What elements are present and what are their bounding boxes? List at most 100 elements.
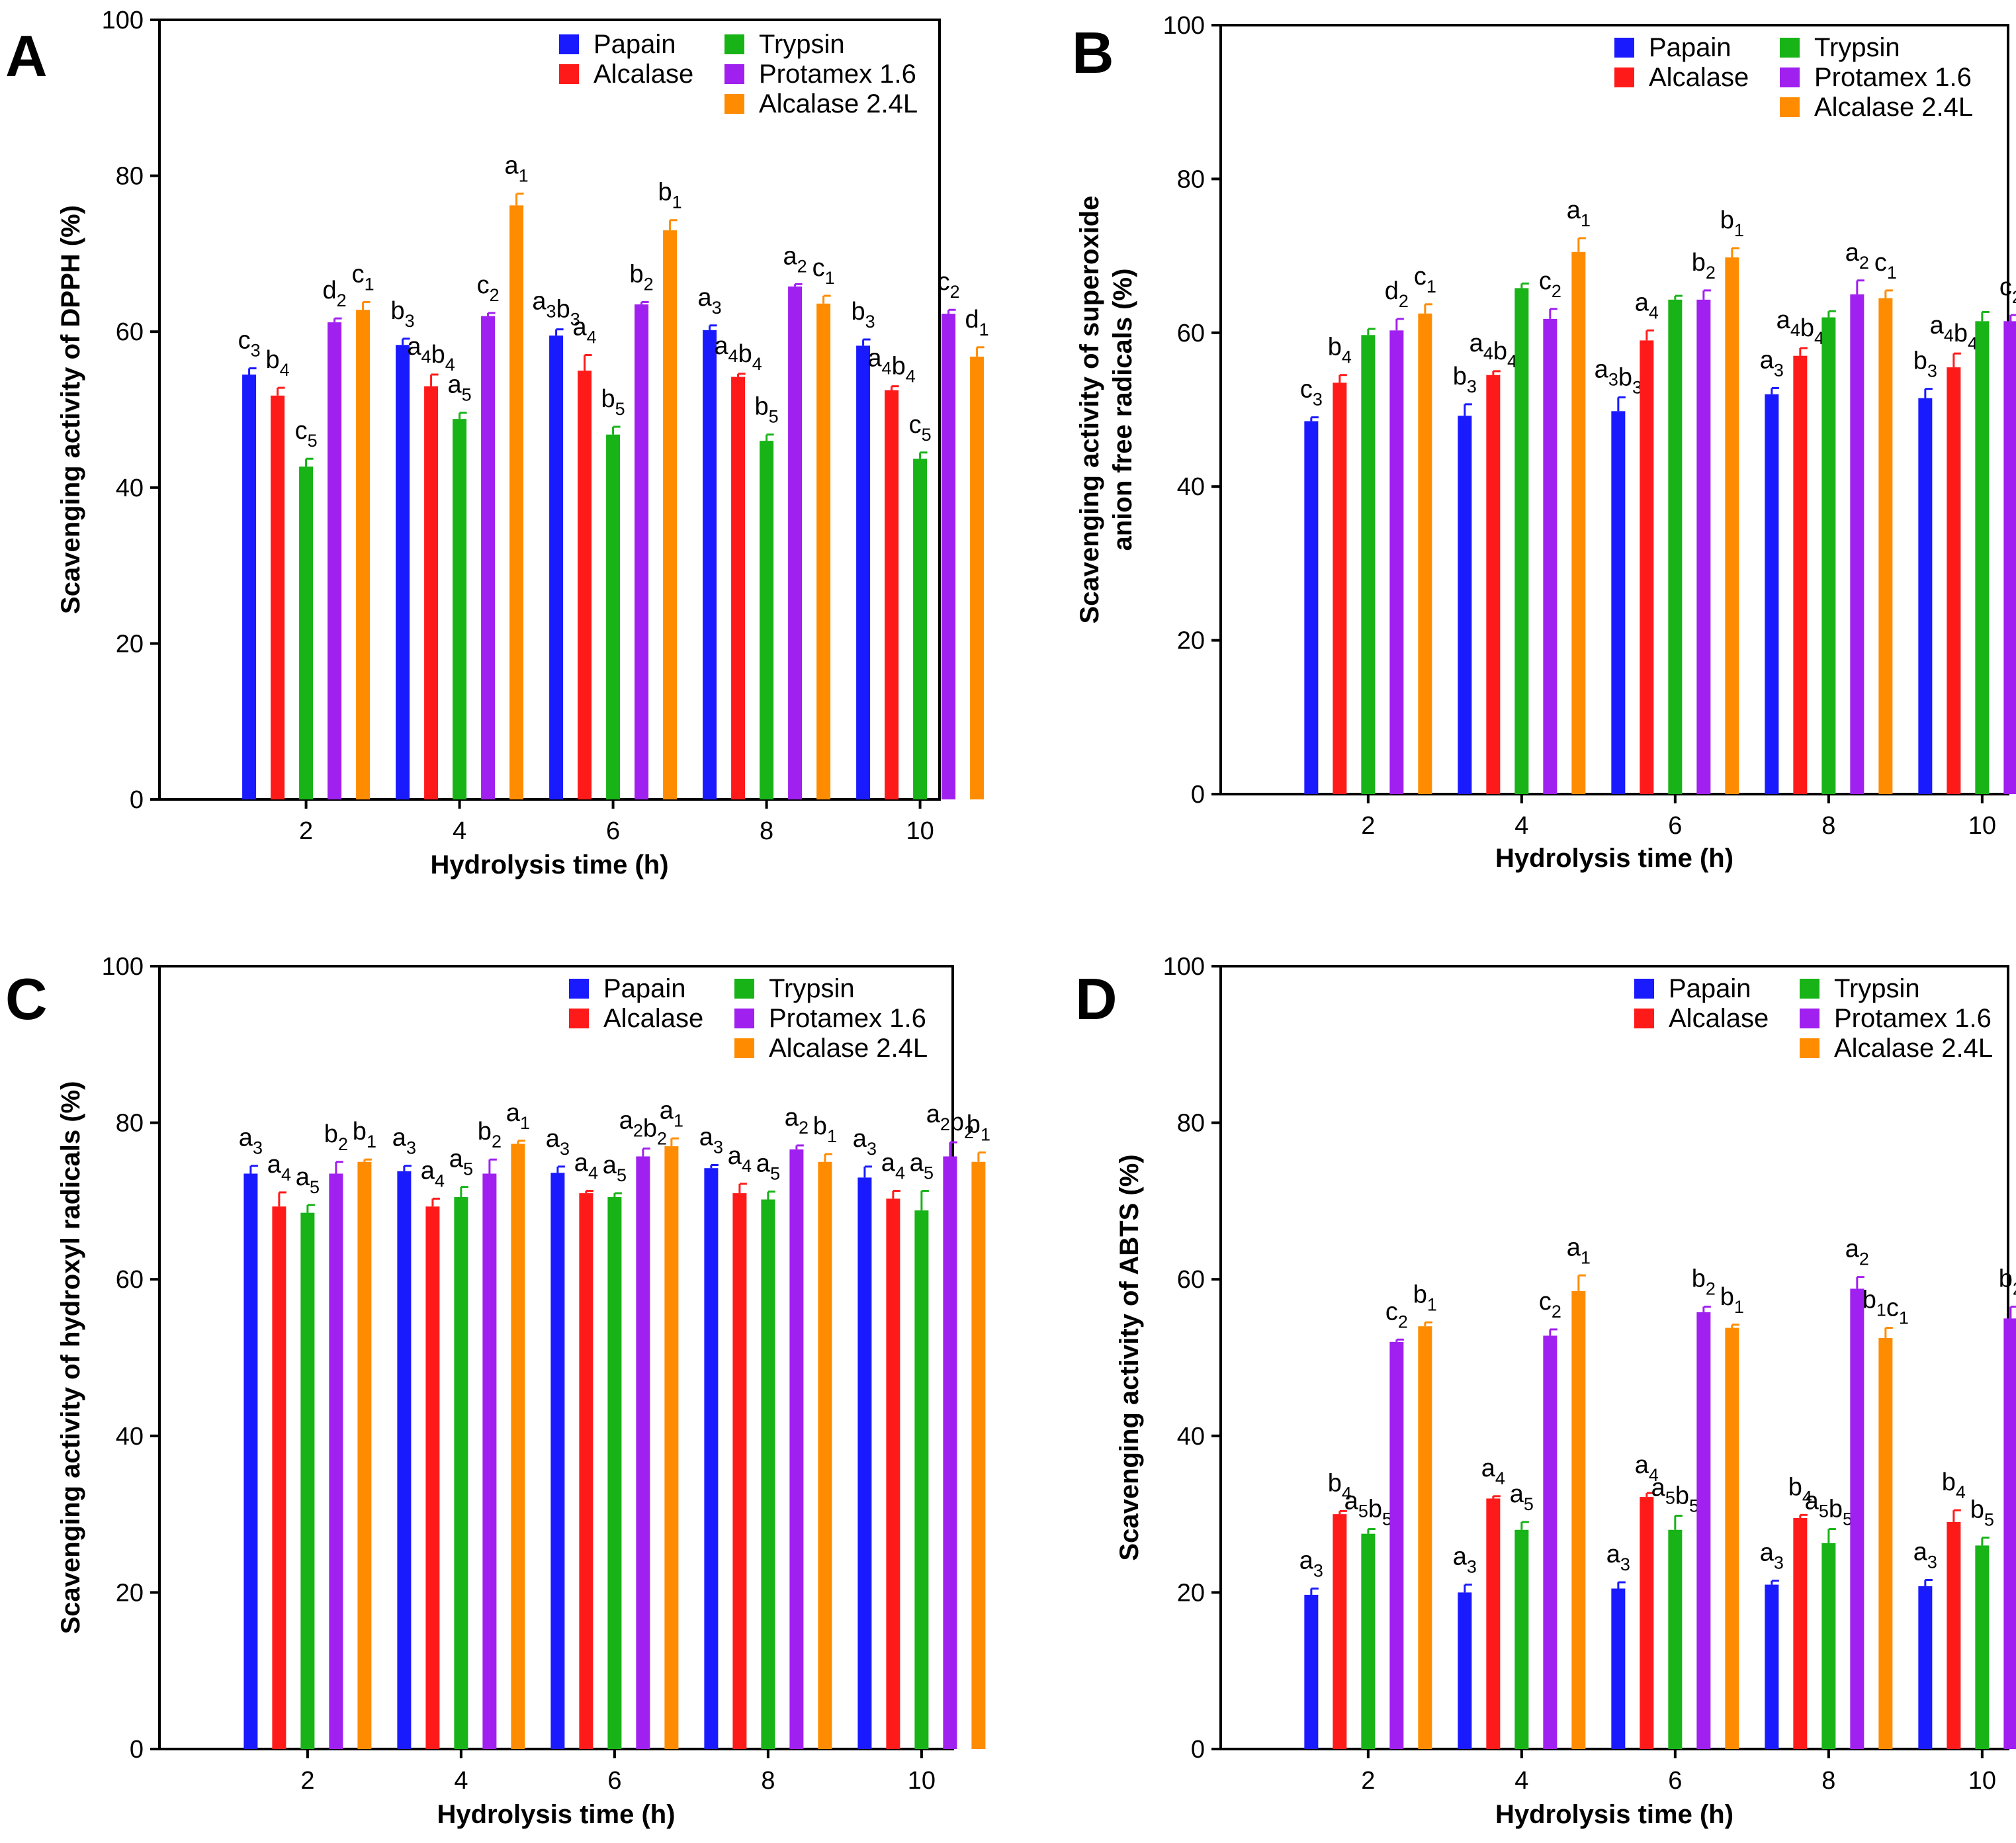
significance-label: a4 [1481, 1455, 1505, 1488]
significance-label: b4 [1328, 1469, 1352, 1503]
legend-label: Alcalase 2.4L [1814, 93, 1973, 122]
bar [1333, 1514, 1347, 1749]
significance-label: b3 [851, 298, 875, 332]
y-tick-label: 100 [1163, 12, 1205, 40]
legend: Papain Trypsin Alcalase Protamex 1.6Alcalas… [559, 30, 918, 118]
legend-label: Protamex 1.6 [1834, 1004, 1992, 1033]
bar [482, 1173, 497, 1749]
significance-label: a5 [603, 1151, 627, 1185]
bar [606, 434, 621, 799]
significance-label: a3 [1299, 1547, 1323, 1580]
significance-label: a4 [728, 1142, 752, 1176]
significance-label: a5b5 [1344, 1488, 1392, 1529]
bar [550, 1173, 565, 1749]
bar [761, 1199, 775, 1749]
significance-label: a4 [574, 1149, 598, 1183]
significance-label: c1 [352, 260, 374, 294]
significance-label: a5b5 [1651, 1474, 1699, 1515]
significance-label: a4b4 [867, 345, 915, 386]
bar [356, 310, 371, 799]
legend-label: Alcalase [1649, 63, 1749, 92]
significance-label: a3 [1760, 1539, 1784, 1573]
x-tick-label: 6 [606, 817, 620, 845]
x-axis-label: Hydrolysis time (h) [1495, 844, 1733, 873]
significance-label: a3b3 [1595, 355, 1642, 397]
bar [1975, 1545, 1990, 1749]
significance-label: a4b4 [1776, 306, 1824, 348]
bar [1918, 398, 1933, 794]
legend-swatch [724, 34, 744, 54]
significance-label: a3 [1453, 1543, 1477, 1577]
legend-swatch [1800, 979, 1819, 999]
y-axis-label: Scavenging activity of superoxide [1075, 196, 1104, 624]
legend: Papain Trypsin Alcalase Protamex 1.6Alcalas… [1634, 974, 1993, 1063]
x-tick-label: 10 [1968, 812, 1996, 840]
legend-label: Alcalase [1669, 1004, 1769, 1033]
y-tick-label: 40 [116, 1423, 144, 1451]
bar [1571, 251, 1586, 794]
bar [1640, 1497, 1654, 1749]
bar [357, 1161, 372, 1749]
bar [300, 1212, 315, 1749]
significance-label: b2 [324, 1120, 348, 1154]
legend-label: Papain [1649, 33, 1731, 62]
bar [914, 1210, 929, 1749]
bar [663, 230, 678, 799]
significance-label: b1 [1413, 1281, 1437, 1314]
x-tick-label: 2 [1361, 1767, 1375, 1795]
legend-label: Trypsin [759, 30, 845, 59]
bar [943, 1156, 957, 1749]
bar [1361, 335, 1376, 794]
bar [1611, 411, 1626, 794]
legend-label: Protamex 1.6 [769, 1004, 926, 1033]
legend-swatch [559, 64, 579, 84]
significance-label: b4 [265, 346, 289, 380]
bar [1947, 367, 1961, 794]
bar [1486, 1498, 1501, 1749]
significance-label: b5 [754, 393, 778, 427]
bar [1333, 382, 1347, 794]
significance-label: a3 [392, 1124, 416, 1158]
panel-letter: A [5, 23, 48, 89]
bar [886, 1198, 900, 1749]
bar [1458, 416, 1472, 794]
bar [635, 304, 649, 800]
bar [424, 386, 439, 799]
bar [329, 1173, 343, 1749]
x-tick-label: 6 [1668, 1767, 1682, 1795]
y-tick-label: 20 [116, 1579, 144, 1607]
bar [885, 390, 899, 799]
legend-label: Alcalase 2.4L [1834, 1034, 1993, 1063]
bar [1543, 318, 1557, 794]
significance-label: d2 [1385, 277, 1409, 311]
x-axis-label: Hydrolysis time (h) [437, 1800, 675, 1829]
significance-label: b1 [967, 1111, 990, 1145]
y-tick-label: 40 [1177, 473, 1205, 501]
significance-label: c1 [812, 254, 835, 288]
bar [1793, 1518, 1808, 1749]
significance-label: a3 [699, 1123, 723, 1157]
legend-swatch [1780, 38, 1800, 58]
significance-label: b1 [1720, 206, 1744, 240]
bar [703, 330, 717, 799]
legend-label: Papain [603, 974, 686, 1003]
y-tick-label: 100 [102, 953, 144, 981]
x-tick-label: 6 [1668, 812, 1682, 840]
bar [788, 286, 803, 800]
significance-label: b4 [1942, 1468, 1966, 1502]
significance-label: a2 [1845, 239, 1869, 273]
bar [1361, 1533, 1376, 1749]
x-tick-label: 8 [760, 817, 773, 845]
panel-letter: C [5, 966, 48, 1032]
significance-label: b2 [1692, 1265, 1716, 1299]
bar [425, 1206, 440, 1749]
bar [271, 395, 285, 799]
significance-label: a4 [1635, 1451, 1659, 1485]
bar [1850, 1288, 1864, 1749]
y-tick-label: 80 [116, 1110, 144, 1138]
bar [1668, 1529, 1683, 1749]
x-tick-label: 8 [1821, 1767, 1835, 1795]
panel-letter: D [1075, 966, 1118, 1032]
bar [453, 419, 467, 799]
legend-swatch [724, 64, 744, 84]
